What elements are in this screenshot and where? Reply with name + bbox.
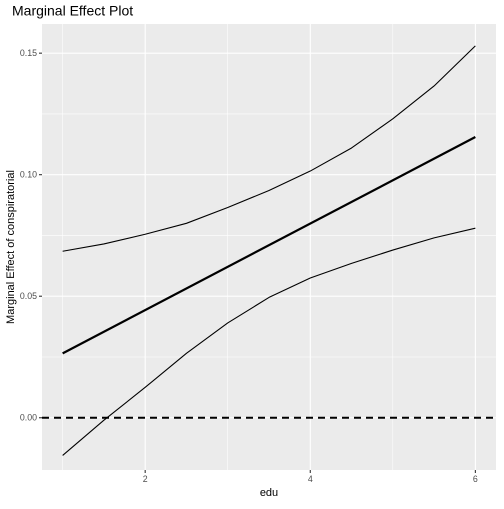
x-axis: 2 4 6	[143, 470, 478, 484]
y-tick-label: 0.00	[20, 413, 37, 423]
minor-gridlines	[42, 24, 496, 470]
y-tick-label: 0.05	[20, 291, 37, 301]
y-tick-label: 0.15	[20, 48, 37, 58]
series-layer	[62, 45, 476, 456]
lower-confidence-line	[62, 227, 476, 456]
plot-panel	[42, 24, 496, 470]
marginal-effect-estimate-line	[62, 136, 476, 355]
y-axis-title: Marginal Effect of conspiratorial	[5, 170, 17, 324]
x-tick-label: 2	[143, 474, 148, 484]
upper-confidence-line	[62, 45, 476, 252]
y-tick-label: 0.10	[20, 170, 37, 180]
x-axis-title: edu	[260, 487, 278, 499]
y-axis: 0.00 0.05 0.10 0.15	[20, 48, 42, 423]
x-tick-label: 4	[308, 474, 313, 484]
chart-title: Marginal Effect Plot	[12, 3, 133, 19]
x-tick-label: 6	[473, 474, 478, 484]
